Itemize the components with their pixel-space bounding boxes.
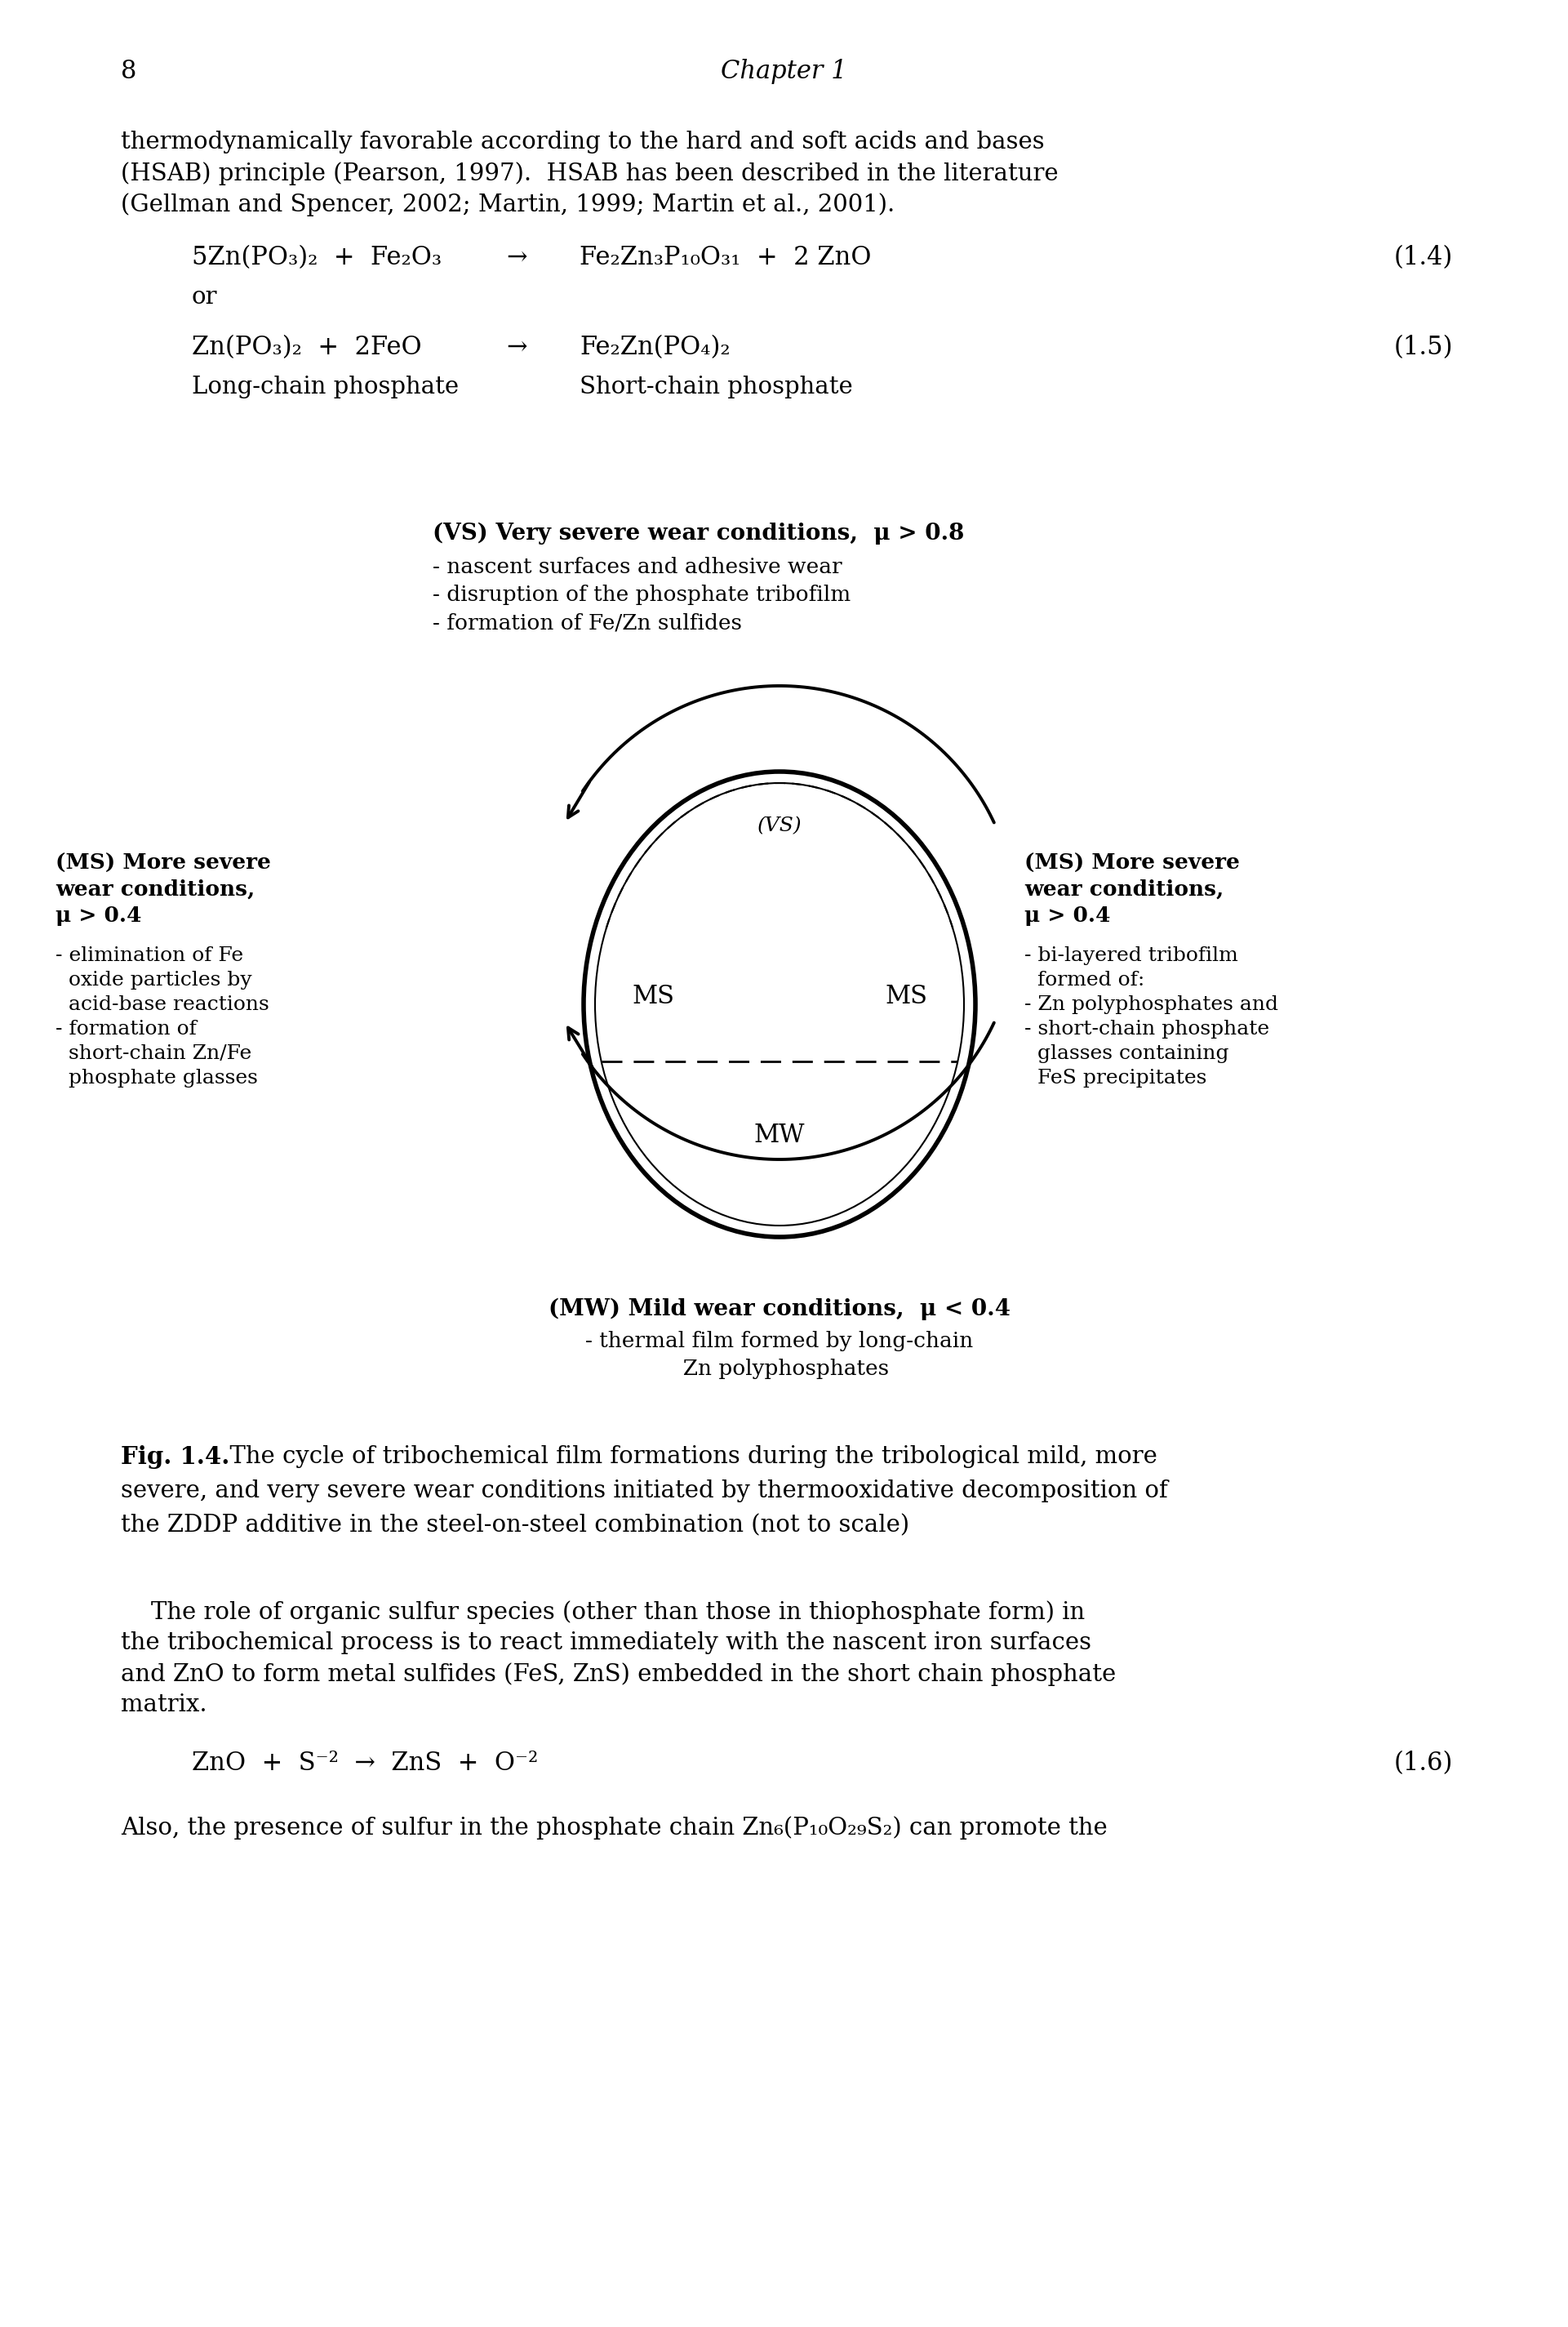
Text: (MW) Mild wear conditions,  μ < 0.4: (MW) Mild wear conditions, μ < 0.4 xyxy=(549,1298,1010,1319)
Text: Zn polyphosphates: Zn polyphosphates xyxy=(670,1359,889,1380)
Text: MS: MS xyxy=(632,984,674,1010)
Text: - formation of: - formation of xyxy=(55,1019,196,1038)
Text: (MS) More severe: (MS) More severe xyxy=(55,854,271,873)
Text: MW: MW xyxy=(754,1122,804,1147)
Text: (MS) More severe: (MS) More severe xyxy=(1024,854,1240,873)
Text: →: → xyxy=(506,244,527,270)
Text: (HSAB) principle (Pearson, 1997).  HSAB has been described in the literature: (HSAB) principle (Pearson, 1997). HSAB h… xyxy=(121,161,1058,186)
Text: The cycle of tribochemical film formations during the tribological mild, more: The cycle of tribochemical film formatio… xyxy=(215,1445,1157,1468)
Text: or: or xyxy=(191,286,218,309)
Text: - short-chain phosphate: - short-chain phosphate xyxy=(1024,1019,1270,1038)
Text: (Gellman and Spencer, 2002; Martin, 1999; Martin et al., 2001).: (Gellman and Spencer, 2002; Martin, 1999… xyxy=(121,193,895,216)
Text: wear conditions,: wear conditions, xyxy=(1024,880,1223,901)
Text: Fe₂Zn₃P₁₀O₃₁  +  2 ZnO: Fe₂Zn₃P₁₀O₃₁ + 2 ZnO xyxy=(580,244,872,270)
Text: (VS) Very severe wear conditions,  μ > 0.8: (VS) Very severe wear conditions, μ > 0.… xyxy=(433,524,964,545)
Text: oxide particles by: oxide particles by xyxy=(55,970,252,989)
Text: phosphate glasses: phosphate glasses xyxy=(55,1068,257,1087)
Text: Short-chain phosphate: Short-chain phosphate xyxy=(580,375,853,398)
Text: Long-chain phosphate: Long-chain phosphate xyxy=(191,375,459,398)
Text: Zn(PO₃)₂  +  2FeO: Zn(PO₃)₂ + 2FeO xyxy=(191,335,422,361)
Text: 5Zn(PO₃)₂  +  Fe₂O₃: 5Zn(PO₃)₂ + Fe₂O₃ xyxy=(191,244,442,270)
Text: - disruption of the phosphate tribofilm: - disruption of the phosphate tribofilm xyxy=(433,584,851,605)
Text: MS: MS xyxy=(884,984,927,1010)
Text: severe, and very severe wear conditions initiated by thermooxidative decompositi: severe, and very severe wear conditions … xyxy=(121,1480,1168,1503)
Text: - elimination of Fe: - elimination of Fe xyxy=(55,947,243,966)
Text: Fig. 1.4.: Fig. 1.4. xyxy=(121,1445,229,1468)
Text: ZnO  +  S⁻²  →  ZnS  +  O⁻²: ZnO + S⁻² → ZnS + O⁻² xyxy=(191,1750,538,1776)
Text: - bi-layered tribofilm: - bi-layered tribofilm xyxy=(1024,947,1239,966)
Text: Chapter 1: Chapter 1 xyxy=(720,58,847,84)
Text: short-chain Zn/Fe: short-chain Zn/Fe xyxy=(55,1045,251,1063)
Text: The role of organic sulfur species (other than those in thiophosphate form) in: The role of organic sulfur species (othe… xyxy=(121,1601,1085,1624)
Text: matrix.: matrix. xyxy=(121,1694,207,1717)
Text: (1.5): (1.5) xyxy=(1394,335,1454,361)
Text: 8: 8 xyxy=(121,58,136,84)
Text: FeS precipitates: FeS precipitates xyxy=(1024,1068,1207,1087)
Text: - nascent surfaces and adhesive wear: - nascent surfaces and adhesive wear xyxy=(433,556,842,577)
Text: (1.6): (1.6) xyxy=(1394,1750,1454,1776)
Text: acid-base reactions: acid-base reactions xyxy=(55,996,270,1015)
Text: glasses containing: glasses containing xyxy=(1024,1045,1229,1063)
Text: μ > 0.4: μ > 0.4 xyxy=(1024,905,1110,926)
Text: the tribochemical process is to react immediately with the nascent iron surfaces: the tribochemical process is to react im… xyxy=(121,1631,1091,1654)
Text: μ > 0.4: μ > 0.4 xyxy=(55,905,141,926)
Text: - Zn polyphosphates and: - Zn polyphosphates and xyxy=(1024,996,1278,1015)
Text: - thermal film formed by long-chain: - thermal film formed by long-chain xyxy=(585,1331,974,1352)
Text: Fe₂Zn(PO₄)₂: Fe₂Zn(PO₄)₂ xyxy=(580,335,731,361)
Text: wear conditions,: wear conditions, xyxy=(55,880,256,901)
Text: and ZnO to form metal sulfides (FeS, ZnS) embedded in the short chain phosphate: and ZnO to form metal sulfides (FeS, ZnS… xyxy=(121,1661,1116,1685)
Text: the ZDDP additive in the steel-on-steel combination (not to scale): the ZDDP additive in the steel-on-steel … xyxy=(121,1515,909,1536)
Text: →: → xyxy=(506,335,527,361)
Text: - formation of Fe/Zn sulfides: - formation of Fe/Zn sulfides xyxy=(433,612,742,633)
Text: Also, the presence of sulfur in the phosphate chain Zn₆(P₁₀O₂₉S₂) can promote th: Also, the presence of sulfur in the phos… xyxy=(121,1815,1107,1838)
Text: (1.4): (1.4) xyxy=(1394,244,1454,270)
Text: formed of:: formed of: xyxy=(1024,970,1145,989)
Text: thermodynamically favorable according to the hard and soft acids and bases: thermodynamically favorable according to… xyxy=(121,130,1044,154)
Text: (VS): (VS) xyxy=(757,817,801,835)
